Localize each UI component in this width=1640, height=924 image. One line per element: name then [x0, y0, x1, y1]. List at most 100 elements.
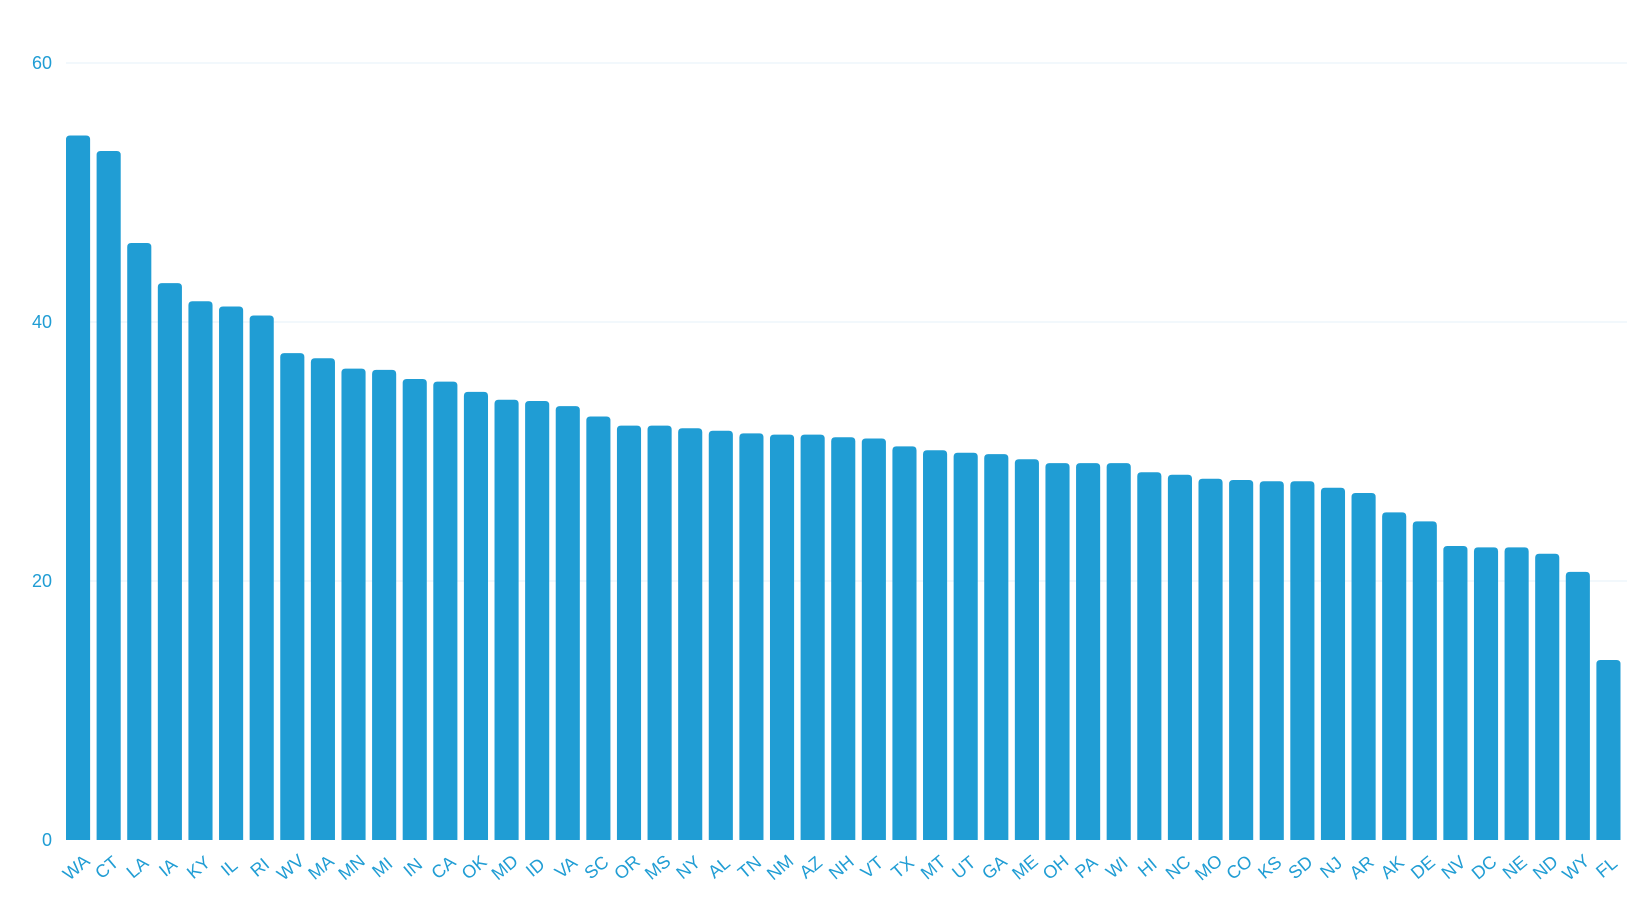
y-tick-label: 60: [32, 53, 52, 73]
bar-ia: [157, 283, 182, 840]
x-tick-label: ME: [1008, 851, 1042, 884]
x-tick-label: MD: [488, 851, 522, 884]
x-tick-label: OH: [1039, 851, 1073, 884]
y-tick-label: 20: [32, 571, 52, 591]
bar-al: [708, 430, 733, 840]
bar-ca: [433, 381, 458, 840]
y-tick-label: 0: [42, 830, 52, 850]
x-tick-label: CA: [427, 852, 459, 883]
x-tick-label: NE: [1499, 852, 1531, 883]
x-tick-label: LA: [123, 853, 153, 882]
bar-ma: [310, 358, 335, 840]
x-tick-label: DC: [1468, 851, 1501, 883]
bar-mt: [923, 450, 948, 840]
bar-wi: [1106, 463, 1131, 840]
x-tick-label: NY: [672, 852, 704, 883]
x-tick-label: OR: [610, 851, 644, 884]
y-axis: 0 20 40 60: [32, 53, 52, 850]
bar-wv: [280, 353, 305, 840]
bar-mo: [1198, 478, 1223, 840]
x-tick-label: AL: [704, 853, 734, 882]
x-tick-label: NM: [763, 851, 797, 884]
y-tick-label: 40: [32, 312, 52, 332]
bar-ok: [463, 391, 489, 840]
bar-la: [127, 243, 152, 840]
bar-nc: [1167, 474, 1192, 840]
x-tick-label: IL: [217, 855, 241, 880]
bar-wy: [1565, 571, 1590, 840]
bar-mn: [341, 368, 366, 840]
bar-pa: [1076, 463, 1101, 840]
x-tick-label: OK: [458, 851, 491, 883]
bar-ky: [188, 301, 213, 840]
x-tick-label: MS: [641, 851, 675, 884]
x-tick-label: AR: [1346, 852, 1378, 883]
x-tick-label: MN: [335, 851, 369, 884]
x-tick-label: FL: [1592, 853, 1621, 882]
bar-sc: [586, 416, 611, 840]
x-tick-label: VA: [551, 852, 581, 882]
bar-vt: [861, 438, 886, 840]
bar-il: [219, 306, 244, 841]
bar-tn: [739, 433, 764, 840]
x-tick-label: CO: [1223, 851, 1257, 884]
bar-tx: [892, 446, 917, 840]
bar-co: [1229, 479, 1254, 840]
bar-ms: [647, 425, 672, 840]
bar-nd: [1535, 553, 1560, 840]
bar-md: [494, 399, 519, 840]
bar-hi: [1137, 472, 1162, 840]
bar-or: [616, 425, 642, 840]
x-tick-label: WY: [1558, 850, 1593, 884]
x-tick-label: ND: [1529, 851, 1562, 883]
bar-nv: [1443, 546, 1468, 840]
x-tick-label: WV: [273, 850, 308, 884]
x-tick-label: MA: [304, 851, 338, 884]
bar-me: [1014, 459, 1039, 840]
x-tick-label: IA: [155, 854, 181, 880]
bar-nj: [1320, 487, 1346, 840]
bar-nm: [769, 434, 795, 840]
bar-mi: [372, 369, 397, 840]
x-tick-label: MO: [1191, 850, 1226, 884]
x-tick-label: PA: [1071, 852, 1101, 882]
x-tick-label: VT: [857, 852, 887, 882]
bar-ks: [1259, 481, 1284, 840]
bar-ri: [249, 315, 274, 840]
bar-fl: [1596, 659, 1621, 840]
bar-de: [1412, 521, 1437, 840]
x-tick-label: WA: [59, 851, 94, 885]
bar-id: [525, 400, 550, 840]
bar-ct: [96, 151, 121, 840]
bar-ak: [1382, 512, 1407, 840]
bar-ut: [953, 452, 978, 840]
bar-sd: [1290, 481, 1315, 840]
bar-ar: [1351, 492, 1376, 840]
bar-dc: [1473, 547, 1499, 840]
x-tick-label: ID: [522, 854, 549, 881]
x-tick-label: KY: [183, 852, 214, 883]
x-tick-label: WI: [1102, 853, 1132, 882]
bar-ny: [678, 428, 703, 840]
x-tick-label: IN: [400, 854, 427, 881]
bar-az: [800, 434, 825, 840]
bars: [66, 135, 1621, 841]
x-tick-label: HI: [1134, 854, 1161, 881]
bar-in: [402, 378, 427, 840]
x-tick-label: DE: [1407, 852, 1439, 883]
bar-ne: [1504, 547, 1529, 840]
x-tick-label: NC: [1162, 851, 1195, 883]
x-tick-label: SC: [581, 852, 613, 883]
x-tick-label: RI: [247, 854, 274, 881]
x-tick-label: UT: [948, 852, 979, 883]
x-tick-label: NV: [1438, 852, 1470, 883]
x-tick-label: AK: [1377, 852, 1408, 883]
x-tick-label: NH: [825, 851, 858, 883]
bar-oh: [1045, 463, 1070, 840]
x-tick-label: MT: [917, 851, 950, 883]
x-tick-label: TX: [887, 852, 917, 882]
x-tick-label: MI: [368, 853, 396, 881]
